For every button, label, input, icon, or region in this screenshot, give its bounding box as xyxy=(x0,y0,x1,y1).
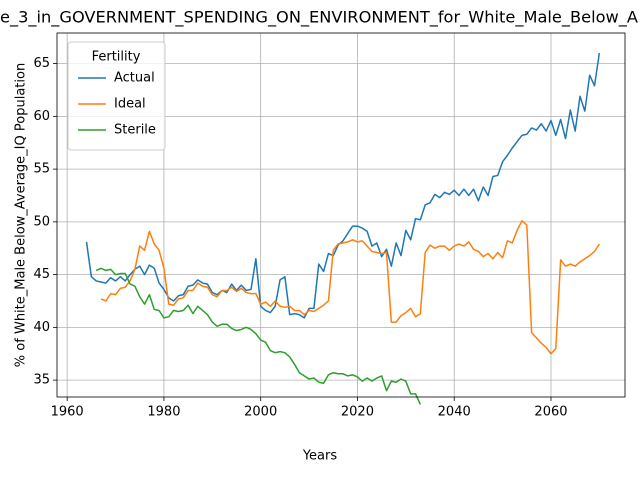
x-tick-label: 2060 xyxy=(534,405,567,420)
y-axis-label: % of White_Male Below_Average_IQ Populat… xyxy=(14,63,29,367)
y-tick-label: 40 xyxy=(33,320,50,335)
chart-title: e_3_in_GOVERNMENT_SPENDING_ON_ENVIRONMEN… xyxy=(0,8,638,28)
x-tick-label: 1960 xyxy=(51,405,84,420)
x-tick-label: 2000 xyxy=(244,405,277,420)
x-axis-label: Years xyxy=(302,449,338,464)
legend-title: Fertility xyxy=(92,50,141,65)
legend-label: Sterile xyxy=(114,123,156,138)
y-tick-label: 35 xyxy=(33,373,50,388)
x-tick-label: 1980 xyxy=(147,405,180,420)
legend-label: Actual xyxy=(114,71,155,86)
series-line xyxy=(100,220,600,355)
x-tick-label: 2020 xyxy=(341,405,374,420)
legend-box xyxy=(67,41,166,151)
y-tick-label: 50 xyxy=(33,214,50,229)
y-tick-label: 60 xyxy=(33,109,50,124)
legend-label: Ideal xyxy=(114,97,146,112)
legend: Fertility Actual Ideal Sterile xyxy=(67,41,166,151)
y-tick-label: 45 xyxy=(33,267,50,282)
series-line xyxy=(85,52,601,319)
y-tick-label: 65 xyxy=(33,56,50,71)
plot-frame xyxy=(56,32,626,398)
series-line xyxy=(95,267,422,405)
x-tick-label: 2040 xyxy=(438,405,471,420)
y-tick-label: 55 xyxy=(33,162,50,177)
